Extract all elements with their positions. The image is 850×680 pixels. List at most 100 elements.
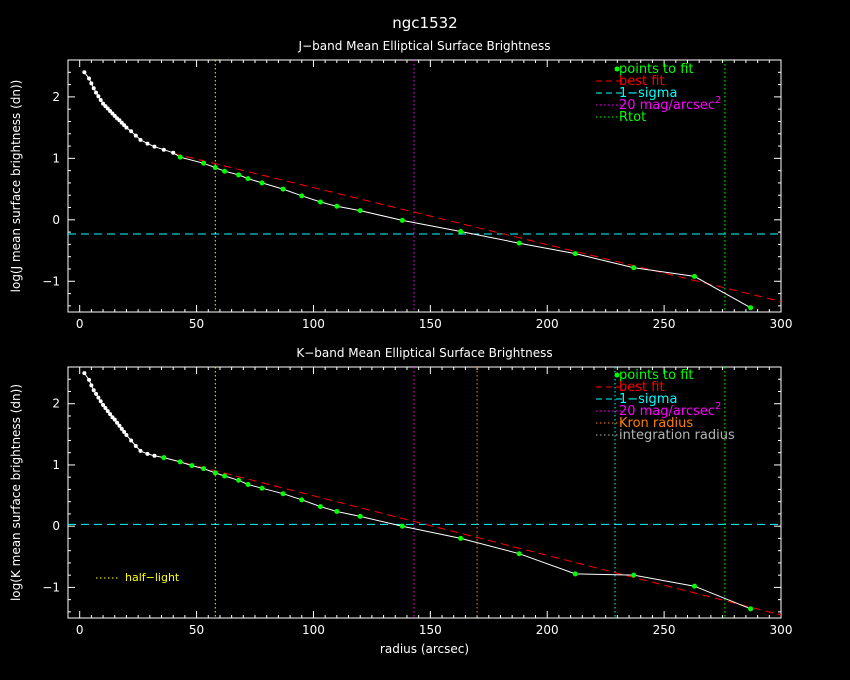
data-point-fit (236, 172, 242, 178)
data-point-inner (119, 426, 124, 431)
data-point-fit (236, 477, 242, 483)
legend-label-superscript: 2 (715, 401, 721, 412)
data-point-inner (171, 150, 176, 155)
data-point-fit (280, 491, 286, 497)
data-point-fit (201, 466, 207, 472)
x-tick-label: 150 (419, 623, 442, 637)
data-point-inner (105, 409, 110, 414)
y-axis-label: log(J mean surface brightness (dn)) (9, 80, 23, 293)
data-point-fit (222, 168, 228, 174)
x-tick-label: 300 (770, 317, 793, 331)
y-tick-label: −1 (42, 580, 60, 594)
data-point-fit (748, 606, 754, 612)
data-point-inner (82, 70, 87, 75)
data-point-inner (115, 420, 120, 425)
data-point-inner (133, 443, 138, 448)
data-point-inner (96, 94, 101, 99)
data-point-inner (87, 76, 92, 81)
figure-title: ngc1532 (392, 14, 457, 32)
data-point-fit (572, 571, 578, 577)
data-point-fit (245, 176, 251, 182)
legend-label: best fit (619, 380, 665, 395)
data-point-inner (91, 86, 96, 91)
data-point-inner (94, 391, 99, 396)
data-point-fit (212, 165, 218, 171)
data-point-fit (299, 193, 305, 199)
legend-label: points to fit (619, 368, 694, 383)
data-point-inner (96, 395, 101, 400)
y-tick-label: −1 (42, 274, 60, 288)
plot-frame (67, 59, 782, 313)
data-point-fit (245, 482, 251, 488)
y-tick-label: 2 (52, 397, 60, 411)
legend-label-superscript: 2 (715, 95, 721, 106)
legend-marker (614, 372, 620, 378)
data-point-inner (133, 133, 138, 138)
best-fit-line (173, 152, 781, 303)
data-point-fit (692, 273, 698, 279)
x-tick-label: 250 (653, 623, 676, 637)
x-tick-label: 200 (536, 623, 559, 637)
data-point-fit (631, 265, 637, 271)
plot-frame (67, 366, 782, 619)
data-point-fit (748, 305, 754, 311)
x-tick-label: 0 (76, 623, 84, 637)
y-axis-label: log(K mean surface brightness (dn)) (9, 384, 23, 601)
y-tick-label: 2 (52, 90, 60, 104)
data-point-fit (399, 217, 405, 223)
chart-panel-k: K−band Mean Elliptical Surface Brightnes… (9, 346, 792, 656)
legend-marker (614, 66, 620, 72)
legend-label: 20 mag/arcsec2 (619, 401, 721, 419)
data-point-fit (334, 203, 340, 209)
data-point-inner (152, 144, 157, 149)
y-tick-label: 0 (52, 519, 60, 533)
legend-label: 1−sigma (619, 392, 677, 407)
data-point-inner (108, 412, 113, 417)
data-point-fit (458, 535, 464, 541)
legend-label: Kron radius (619, 416, 693, 431)
data-point-inner (103, 406, 108, 411)
data-point-fit (631, 572, 637, 578)
data-point-inner (129, 129, 134, 134)
data-point-inner (124, 125, 129, 130)
data-point-fit (161, 455, 167, 461)
legend-label: best fit (619, 74, 665, 89)
data-point-inner (91, 388, 96, 393)
data-point-inner (101, 402, 106, 407)
plots: J−band Mean Elliptical Surface Brightnes… (9, 39, 792, 656)
data-point-fit (222, 473, 228, 479)
data-point-fit (516, 240, 522, 246)
legend-label: 20 mag/arcsec2 (619, 95, 721, 113)
data-point-fit (201, 160, 207, 166)
y-tick-label: 1 (52, 458, 60, 472)
data-point-fit (692, 583, 698, 589)
data-point-inner (89, 81, 94, 86)
x-tick-label: 100 (302, 317, 325, 331)
x-axis-label: radius (arcsec) (380, 642, 469, 656)
chart-title: J−band Mean Elliptical Surface Brightnes… (298, 39, 551, 53)
data-point-inner (138, 137, 143, 142)
legend-label: 1−sigma (619, 86, 677, 101)
y-tick-label: 0 (52, 213, 60, 227)
chart-title: K−band Mean Elliptical Surface Brightnes… (296, 346, 552, 360)
x-tick-label: 200 (536, 317, 559, 331)
data-point-inner (117, 423, 122, 428)
data-point-fit (317, 199, 323, 205)
data-point-fit (572, 251, 578, 257)
data-point-fit (357, 513, 363, 519)
data-point-inner (82, 371, 87, 376)
data-point-fit (177, 154, 183, 160)
x-tick-label: 50 (189, 317, 204, 331)
data-point-fit (399, 523, 405, 529)
data-point-inner (112, 417, 117, 422)
data-point-inner (145, 141, 150, 146)
data-point-inner (145, 451, 150, 456)
x-tick-label: 100 (302, 623, 325, 637)
legend-label: integration radius (619, 428, 735, 443)
data-point-inner (138, 448, 143, 453)
data-point-inner (161, 147, 166, 152)
legend-label: Rtot (619, 110, 646, 125)
data-point-inner (98, 399, 103, 404)
data-point-inner (87, 377, 92, 382)
